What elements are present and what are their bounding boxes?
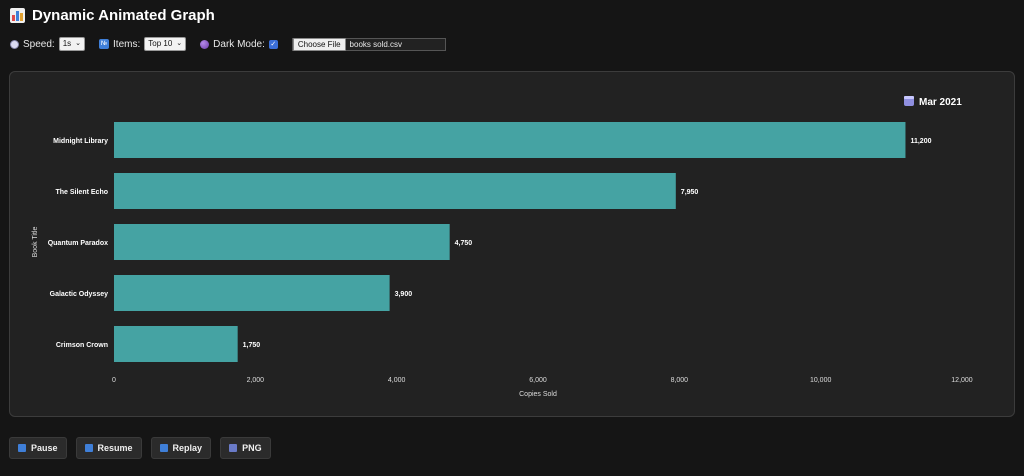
- y-axis-label: Book Title: [32, 227, 39, 258]
- controls-bar: Speed: 1s ⌄ № Items: Top 10 ⌄ Dark Mode:…: [10, 37, 460, 51]
- category-label: Crimson Crown: [56, 342, 108, 349]
- bar: [114, 173, 676, 209]
- x-tick-label: 2,000: [247, 377, 265, 384]
- x-tick-label: 10,000: [810, 377, 832, 384]
- moon-icon: [200, 39, 210, 49]
- bars-group: Midnight Library 11,200 The Silent Echo 7,9…: [48, 122, 932, 362]
- chevron-down-icon: ⌄: [176, 40, 183, 47]
- items-control: № Items: Top 10 ⌄: [99, 37, 187, 51]
- file-control: Choose File books sold.csv: [291, 37, 446, 51]
- file-input[interactable]: Choose File books sold.csv: [291, 37, 446, 51]
- x-axis-label: Copies Sold: [519, 391, 557, 398]
- pause-icon: [18, 444, 26, 452]
- replay-icon: [159, 444, 168, 452]
- x-tick-label: 6,000: [529, 377, 547, 384]
- dark-mode-checkbox[interactable]: ✓: [268, 39, 278, 49]
- items-select-value: Top 10: [148, 39, 173, 48]
- speed-control: Speed: 1s ⌄: [10, 37, 86, 51]
- date-label: Mar 2021: [919, 97, 962, 108]
- bar-chart: Mar 2021 Book Title Copies Sold Midnight…: [32, 96, 973, 398]
- bar: [114, 224, 450, 260]
- x-ticks-group: 0 2,000 4,000 6,000 8,000 10,000 12,000: [112, 377, 973, 384]
- speed-select[interactable]: 1s ⌄: [58, 37, 86, 51]
- speed-label: Speed:: [23, 38, 55, 50]
- value-label: 11,200: [910, 138, 931, 145]
- bar: [114, 275, 390, 311]
- playback-controls: Pause Resume Replay PNG: [9, 437, 271, 459]
- x-tick-label: 12,000: [951, 377, 973, 384]
- page-title: Dynamic Animated Graph: [32, 7, 215, 24]
- replay-button[interactable]: Replay: [150, 437, 212, 459]
- category-label: Quantum Paradox: [48, 240, 108, 247]
- chart-panel: Mar 2021 Book Title Copies Sold Midnight…: [9, 71, 1015, 417]
- speed-select-value: 1s: [62, 39, 72, 48]
- category-label: The Silent Echo: [55, 189, 108, 196]
- dark-mode-label: Dark Mode:: [213, 38, 265, 50]
- value-label: 4,750: [455, 240, 473, 247]
- pause-button[interactable]: Pause: [9, 437, 67, 459]
- resume-button-label: Resume: [97, 443, 133, 453]
- bar: [114, 326, 238, 362]
- calendar-icon-top: [904, 96, 914, 99]
- dark-mode-control: Dark Mode: ✓: [200, 39, 278, 50]
- x-tick-label: 8,000: [671, 377, 689, 384]
- value-label: 7,950: [681, 189, 699, 196]
- choose-file-button[interactable]: Choose File: [292, 37, 346, 51]
- category-label: Galactic Odyssey: [50, 291, 108, 298]
- stopwatch-icon: [10, 39, 19, 49]
- numbers-icon: №: [99, 39, 110, 49]
- play-icon: [84, 444, 93, 452]
- png-button-label: PNG: [242, 443, 262, 453]
- title-row: Dynamic Animated Graph: [10, 7, 215, 24]
- pause-button-label: Pause: [31, 443, 58, 453]
- x-tick-label: 0: [112, 377, 116, 384]
- items-label: Items:: [113, 38, 141, 50]
- png-button[interactable]: PNG: [220, 437, 271, 459]
- items-select[interactable]: Top 10 ⌄: [144, 37, 187, 51]
- replay-button-label: Replay: [172, 443, 203, 453]
- resume-button[interactable]: Resume: [75, 437, 142, 459]
- x-tick-label: 4,000: [388, 377, 406, 384]
- chevron-down-icon: ⌄: [75, 40, 82, 47]
- date-indicator: Mar 2021: [904, 96, 962, 108]
- bar: [114, 122, 906, 158]
- value-label: 3,900: [395, 291, 413, 298]
- bar-chart-icon: [10, 8, 25, 23]
- file-name: books sold.csv: [349, 39, 403, 49]
- category-label: Midnight Library: [53, 138, 108, 145]
- value-label: 1,750: [243, 342, 261, 349]
- camera-icon: [229, 444, 238, 452]
